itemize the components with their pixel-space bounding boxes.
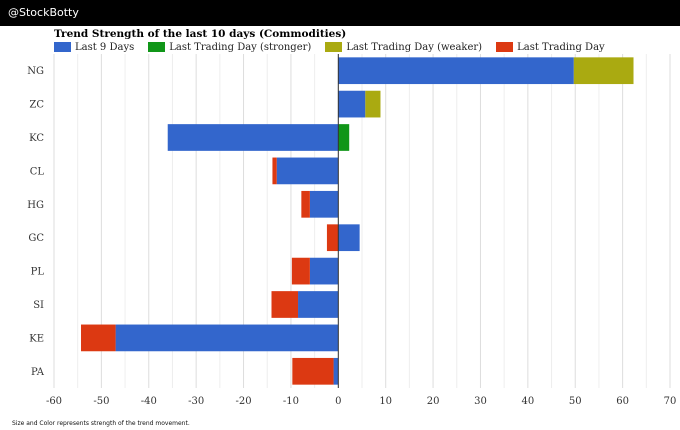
bar-segment [338, 224, 360, 252]
footnote: Size and Color represents strength of th… [12, 420, 190, 427]
legend-swatch [148, 42, 166, 52]
bar-segment [338, 57, 574, 85]
legend-label: Last Trading Day [517, 41, 605, 53]
account-handle: @StockBotty [8, 6, 79, 19]
bar-segment [167, 124, 339, 151]
bar-segment [292, 357, 334, 385]
category-label: HG [27, 200, 44, 211]
legend-item-last-9-days[interactable]: Last 9 Days [54, 42, 134, 53]
category-label: PA [31, 367, 45, 378]
x-tick-label: 50 [569, 396, 582, 407]
bar-segment [326, 224, 339, 252]
bar-segment [81, 324, 116, 352]
chart-title: Trend Strength of the last 10 days (Comm… [54, 28, 347, 40]
category-label: SI [33, 300, 44, 311]
x-tick-label: 30 [474, 396, 487, 407]
bar-segment [291, 257, 310, 285]
x-tick-label: -60 [46, 396, 62, 407]
x-tick-label: -30 [188, 396, 204, 407]
bar-segment [271, 291, 299, 318]
bar-segment [365, 90, 381, 118]
bar-segment [309, 257, 339, 285]
chart-legend: Last 9 Days Last Trading Day (stronger) … [54, 40, 619, 54]
legend-swatch [496, 42, 514, 52]
x-tick-label: -50 [93, 396, 109, 407]
x-tick-label: 70 [664, 396, 677, 407]
category-label: KC [29, 133, 44, 144]
category-label: ZC [29, 100, 44, 111]
bar-segment [338, 124, 350, 151]
x-tick-label: -40 [141, 396, 157, 407]
x-tick-label: 60 [616, 396, 629, 407]
legend-item-last-trading-day[interactable]: Last Trading Day [496, 42, 605, 53]
bar-segment [298, 291, 339, 318]
legend-swatch [54, 42, 71, 52]
x-tick-label: -20 [235, 396, 251, 407]
x-tick-label: 0 [335, 396, 341, 407]
bar-segment [272, 157, 277, 185]
legend-label: Last Trading Day (weaker) [346, 41, 483, 53]
bar-segment [573, 57, 634, 85]
legend-label: Last Trading Day (stronger) [169, 41, 312, 53]
bar-segment [333, 357, 339, 385]
x-tick-label: -10 [283, 396, 299, 407]
bar-segment [115, 324, 339, 352]
bar-segment [301, 190, 310, 218]
bar-segment [338, 90, 366, 118]
legend-item-stronger[interactable]: Last Trading Day (stronger) [148, 42, 311, 53]
x-tick-label: 40 [521, 396, 534, 407]
category-label: PL [31, 267, 45, 278]
category-label: CL [30, 166, 45, 177]
top-banner: @StockBotty [0, 0, 680, 26]
legend-label: Last 9 Days [75, 41, 135, 53]
category-label: GC [28, 233, 44, 244]
x-tick-label: 10 [379, 396, 392, 407]
category-label: NG [27, 66, 44, 77]
legend-item-weaker[interactable]: Last Trading Day (weaker) [325, 42, 482, 53]
bar-segment [309, 190, 339, 218]
category-label: KE [29, 333, 44, 344]
x-tick-label: 20 [427, 396, 440, 407]
legend-swatch [325, 42, 343, 52]
bar-segment [276, 157, 339, 185]
